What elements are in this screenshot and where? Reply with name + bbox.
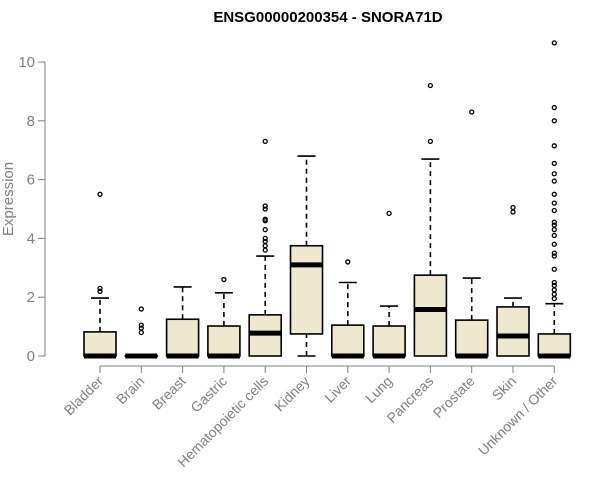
outlier-11-7 bbox=[551, 250, 557, 256]
outlier-11-20 bbox=[551, 118, 557, 124]
outlier-8-1 bbox=[427, 82, 434, 89]
box-body-10 bbox=[496, 306, 530, 357]
outlier-0-0 bbox=[97, 288, 103, 294]
y-axis-label: Expression bbox=[0, 162, 17, 236]
outlier-0-1 bbox=[97, 285, 103, 292]
box-body-2 bbox=[165, 318, 200, 357]
outlier-11-2 bbox=[551, 287, 557, 293]
y-tick-label-3: 6 bbox=[27, 172, 35, 189]
box-body-3 bbox=[207, 325, 241, 357]
outlier-11-1 bbox=[551, 291, 557, 297]
box-0 bbox=[83, 191, 117, 359]
outlier-11-6 bbox=[551, 253, 557, 259]
box-body-6 bbox=[330, 324, 365, 357]
outlier-11-21 bbox=[551, 104, 557, 111]
chart-title: ENSG00000200354 - SNORA71D bbox=[213, 9, 442, 26]
y-tick-label-5: 10 bbox=[18, 54, 35, 71]
outlier-4-7 bbox=[262, 206, 268, 212]
outlier-4-6 bbox=[262, 216, 268, 222]
box-6 bbox=[330, 259, 365, 359]
outlier-11-14 bbox=[551, 200, 557, 206]
box-body-7 bbox=[372, 325, 406, 357]
box-7 bbox=[372, 210, 406, 359]
box-1 bbox=[124, 306, 159, 359]
outlier-4-3 bbox=[262, 235, 268, 242]
outlier-11-3 bbox=[551, 282, 557, 289]
outlier-1-0 bbox=[138, 329, 144, 336]
outlier-4-2 bbox=[262, 238, 268, 244]
outlier-4-4 bbox=[262, 226, 268, 233]
outlier-1-1 bbox=[138, 325, 144, 331]
outlier-7-0 bbox=[386, 210, 392, 217]
outlier-11-5 bbox=[551, 266, 557, 272]
outlier-11-19 bbox=[551, 143, 557, 149]
box-body-8 bbox=[413, 274, 448, 357]
box-8 bbox=[413, 82, 448, 357]
outlier-9-0 bbox=[469, 109, 475, 115]
outlier-8-0 bbox=[427, 138, 434, 145]
box-body-9 bbox=[454, 319, 489, 357]
x-tick-label-10: Skin bbox=[489, 373, 520, 404]
outlier-0-2 bbox=[97, 191, 103, 197]
outlier-11-13 bbox=[551, 207, 557, 214]
outlier-4-1 bbox=[262, 243, 268, 249]
x-tick-label-9: Prostate bbox=[430, 373, 478, 421]
outlier-11-8 bbox=[551, 241, 557, 247]
outlier-11-0 bbox=[551, 296, 557, 302]
outlier-11-18 bbox=[551, 160, 557, 167]
y-tick-label-2: 4 bbox=[27, 230, 35, 247]
outlier-3-0 bbox=[221, 276, 227, 283]
x-tick-label-7: Lung bbox=[362, 373, 395, 406]
outlier-10-1 bbox=[510, 204, 516, 211]
box-body-11 bbox=[537, 333, 572, 357]
x-tick-label-1: Brain bbox=[113, 373, 147, 407]
box-3 bbox=[207, 276, 241, 359]
outlier-11-16 bbox=[551, 178, 557, 184]
outlier-11-17 bbox=[551, 171, 557, 177]
outlier-11-10 bbox=[551, 226, 557, 233]
outlier-1-3 bbox=[138, 306, 144, 312]
outlier-4-9 bbox=[262, 138, 268, 145]
box-body-0 bbox=[83, 331, 117, 357]
outlier-11-15 bbox=[551, 191, 557, 197]
boxes-group bbox=[83, 40, 572, 359]
x-tick-label-0: Bladder bbox=[61, 373, 107, 419]
box-2 bbox=[165, 286, 200, 359]
x-tick-label-6: Liver bbox=[321, 373, 354, 406]
outlier-6-0 bbox=[345, 259, 351, 265]
y-tick-label-1: 2 bbox=[27, 289, 35, 306]
outlier-11-4 bbox=[551, 279, 557, 286]
box-9 bbox=[454, 109, 489, 359]
box-body-5 bbox=[289, 244, 324, 335]
outlier-10-0 bbox=[510, 209, 516, 215]
box-10 bbox=[496, 204, 530, 357]
outlier-11-11 bbox=[551, 222, 557, 228]
outlier-4-0 bbox=[262, 247, 268, 253]
x-tick-label-5: Kidney bbox=[271, 373, 313, 415]
y-tick-label-4: 8 bbox=[27, 113, 35, 130]
y-tick-label-0: 0 bbox=[27, 348, 35, 365]
outlier-11-12 bbox=[551, 219, 557, 225]
outlier-1-2 bbox=[138, 322, 144, 328]
box-11 bbox=[537, 40, 572, 359]
outlier-4-8 bbox=[262, 203, 268, 209]
outlier-11-22 bbox=[551, 40, 557, 46]
y-axis: 0 2 4 6 8 10 bbox=[18, 54, 46, 365]
box-5 bbox=[289, 155, 324, 357]
box-4 bbox=[248, 138, 282, 357]
x-tick-label-2: Breast bbox=[149, 373, 189, 413]
outlier-11-9 bbox=[551, 232, 557, 239]
